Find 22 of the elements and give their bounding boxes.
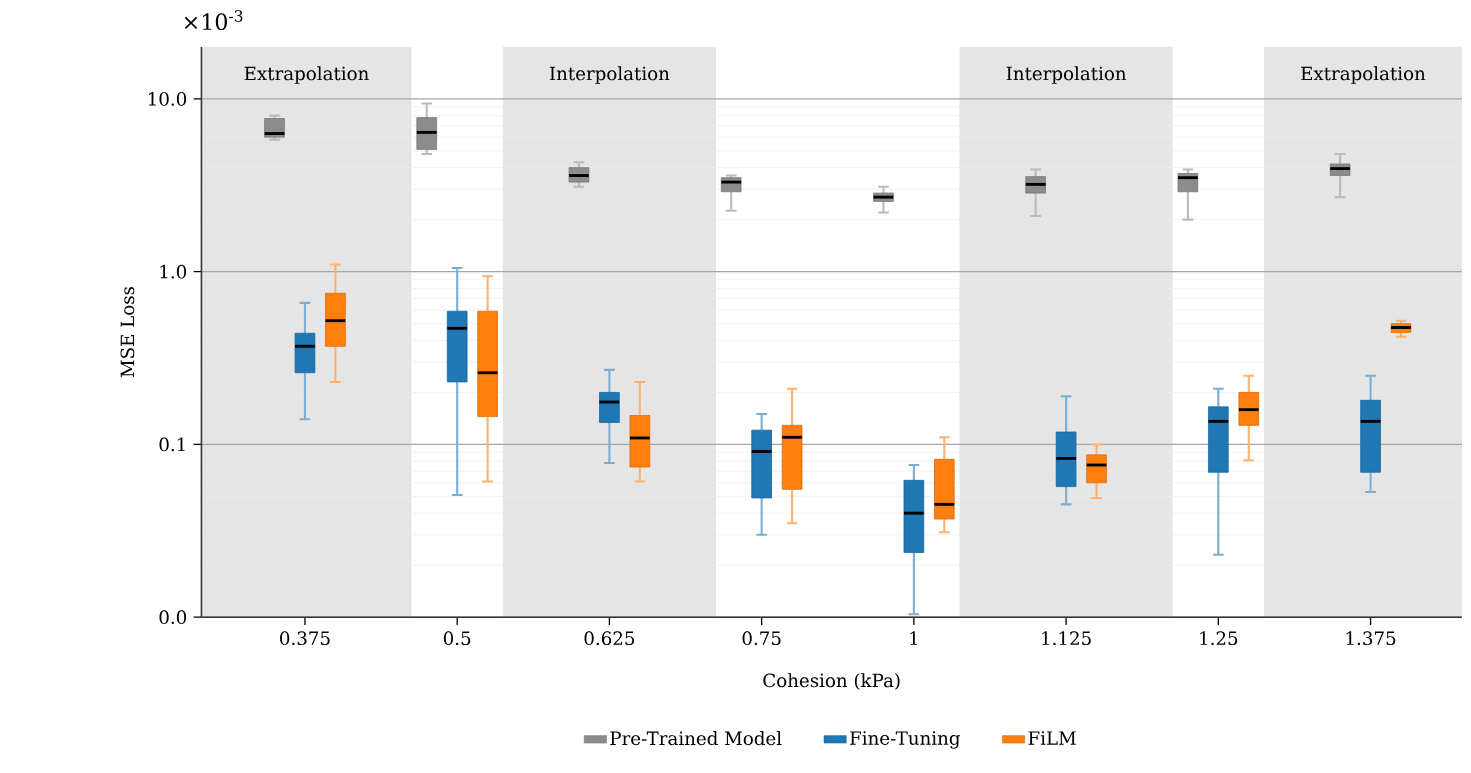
annotation: Extrapolation: [244, 66, 369, 84]
x-tick-label: 1.375: [1346, 631, 1396, 645]
x-tick-label: 1.25: [1200, 631, 1238, 645]
legend-label: Fine-Tuning: [850, 731, 960, 749]
y-tick-label: 0.0: [159, 610, 187, 624]
y-tick-label: 0.1: [159, 437, 185, 452]
legend-label: FiLM: [1028, 731, 1076, 745]
x-tick-label: 0.5: [443, 631, 471, 645]
x-tick-label: 0.375: [280, 631, 330, 645]
y-tick-label: 10.0: [148, 91, 187, 106]
annotation: Interpolation: [549, 66, 670, 84]
y-axis-title: MSE Loss: [120, 286, 135, 377]
x-tick-label: 0.75: [742, 631, 781, 645]
x-tick-label: 0.625: [584, 631, 635, 645]
legend-label: Pre-Trained Model: [610, 730, 782, 745]
x-tick-label: 1: [910, 631, 918, 645]
y-tick-label: 1.0: [160, 264, 187, 279]
x-axis-title: Cohesion (kPa): [763, 672, 900, 690]
annotation: Extrapolation: [1301, 66, 1426, 84]
text: ×10$^{-3}$: [184, 9, 243, 30]
annotation: Interpolation: [1006, 66, 1127, 84]
x-tick-label: 1.125: [1042, 631, 1091, 645]
